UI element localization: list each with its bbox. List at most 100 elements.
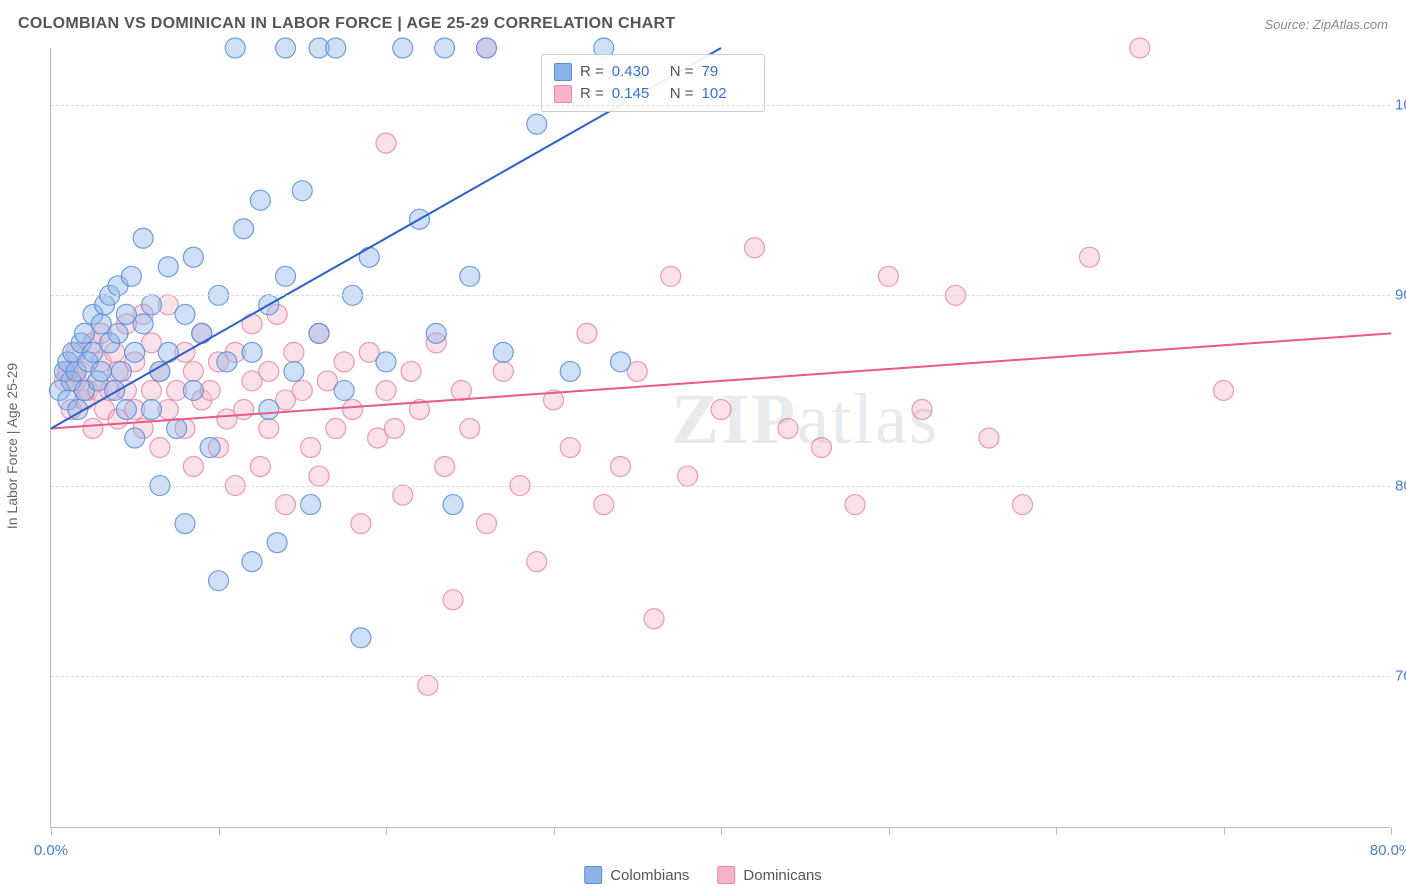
data-point bbox=[276, 38, 296, 58]
data-point bbox=[451, 380, 471, 400]
data-point bbox=[443, 590, 463, 610]
data-point bbox=[460, 266, 480, 286]
data-point bbox=[393, 38, 413, 58]
data-point bbox=[242, 314, 262, 334]
data-point bbox=[225, 38, 245, 58]
data-point bbox=[527, 114, 547, 134]
data-point bbox=[435, 38, 455, 58]
ytick-label: 90.0% bbox=[1395, 287, 1406, 304]
data-point bbox=[133, 314, 153, 334]
data-point bbox=[711, 399, 731, 419]
stats-row-colombians: R = 0.430 N = 79 bbox=[554, 61, 752, 83]
data-point bbox=[493, 361, 513, 381]
data-point bbox=[493, 342, 513, 362]
data-point bbox=[276, 495, 296, 515]
data-point bbox=[334, 380, 354, 400]
data-point bbox=[393, 485, 413, 505]
xtick-label: 80.0% bbox=[1370, 842, 1406, 859]
data-point bbox=[284, 361, 304, 381]
data-point bbox=[1013, 495, 1033, 515]
stats-row-dominicans: R = 0.145 N = 102 bbox=[554, 83, 752, 105]
data-point bbox=[745, 238, 765, 258]
chart-plot-area: ZIPatlas R = 0.430 N = 79 R = 0.145 N = … bbox=[50, 48, 1390, 828]
xtick-label: 0.0% bbox=[34, 842, 68, 859]
data-point bbox=[778, 418, 798, 438]
data-point bbox=[912, 399, 932, 419]
data-point bbox=[426, 323, 446, 343]
swatch-colombians-icon bbox=[584, 866, 602, 884]
data-point bbox=[477, 514, 497, 534]
ytick-label: 80.0% bbox=[1395, 477, 1406, 494]
data-point bbox=[351, 514, 371, 534]
data-point bbox=[217, 352, 237, 372]
data-point bbox=[142, 295, 162, 315]
data-point bbox=[142, 380, 162, 400]
data-point bbox=[845, 495, 865, 515]
data-point bbox=[560, 361, 580, 381]
data-point bbox=[577, 323, 597, 343]
xtick bbox=[1224, 827, 1225, 835]
data-point bbox=[644, 609, 664, 629]
data-point bbox=[108, 323, 128, 343]
data-point bbox=[150, 438, 170, 458]
data-point bbox=[259, 418, 279, 438]
data-point bbox=[183, 380, 203, 400]
data-point bbox=[292, 380, 312, 400]
source-attribution: Source: ZipAtlas.com bbox=[1264, 17, 1388, 32]
data-point bbox=[1130, 38, 1150, 58]
xtick bbox=[889, 827, 890, 835]
ytick-label: 100.0% bbox=[1395, 97, 1406, 114]
xtick bbox=[1056, 827, 1057, 835]
swatch-colombians bbox=[554, 63, 572, 81]
data-point bbox=[183, 247, 203, 267]
data-point bbox=[443, 495, 463, 515]
chart-header: COLOMBIAN VS DOMINICAN IN LABOR FORCE | … bbox=[0, 0, 1406, 48]
n-value-colombians: 79 bbox=[702, 61, 752, 83]
data-point bbox=[376, 380, 396, 400]
data-point bbox=[133, 228, 153, 248]
data-point bbox=[477, 38, 497, 58]
data-point bbox=[121, 266, 141, 286]
data-point bbox=[560, 438, 580, 458]
data-point bbox=[611, 352, 631, 372]
data-point bbox=[111, 361, 131, 381]
data-point bbox=[125, 428, 145, 448]
data-point bbox=[259, 399, 279, 419]
swatch-dominicans bbox=[554, 85, 572, 103]
swatch-dominicans-icon bbox=[717, 866, 735, 884]
xtick bbox=[554, 827, 555, 835]
data-point bbox=[192, 323, 212, 343]
xtick bbox=[1391, 827, 1392, 835]
data-point bbox=[326, 418, 346, 438]
xtick bbox=[219, 827, 220, 835]
data-point bbox=[183, 361, 203, 381]
data-point bbox=[376, 352, 396, 372]
stats-legend: R = 0.430 N = 79 R = 0.145 N = 102 bbox=[541, 54, 765, 112]
data-point bbox=[267, 533, 287, 553]
data-point bbox=[234, 399, 254, 419]
data-point bbox=[812, 438, 832, 458]
data-point bbox=[292, 181, 312, 201]
data-point bbox=[376, 133, 396, 153]
data-point bbox=[359, 247, 379, 267]
data-point bbox=[326, 38, 346, 58]
data-point bbox=[401, 361, 421, 381]
data-point bbox=[309, 466, 329, 486]
gridline-h bbox=[51, 486, 1390, 487]
data-point bbox=[334, 352, 354, 372]
data-point bbox=[301, 438, 321, 458]
ytick-label: 70.0% bbox=[1395, 667, 1406, 684]
data-point bbox=[309, 323, 329, 343]
data-point bbox=[418, 675, 438, 695]
data-point bbox=[259, 361, 279, 381]
legend-item-dominicans: Dominicans bbox=[717, 866, 821, 884]
data-point bbox=[209, 571, 229, 591]
gridline-h bbox=[51, 676, 1390, 677]
r-value-dominicans: 0.145 bbox=[612, 83, 662, 105]
xtick bbox=[386, 827, 387, 835]
data-point bbox=[460, 418, 480, 438]
data-point bbox=[384, 418, 404, 438]
scatter-plot-svg bbox=[51, 48, 1390, 827]
data-point bbox=[91, 361, 111, 381]
data-point bbox=[183, 457, 203, 477]
